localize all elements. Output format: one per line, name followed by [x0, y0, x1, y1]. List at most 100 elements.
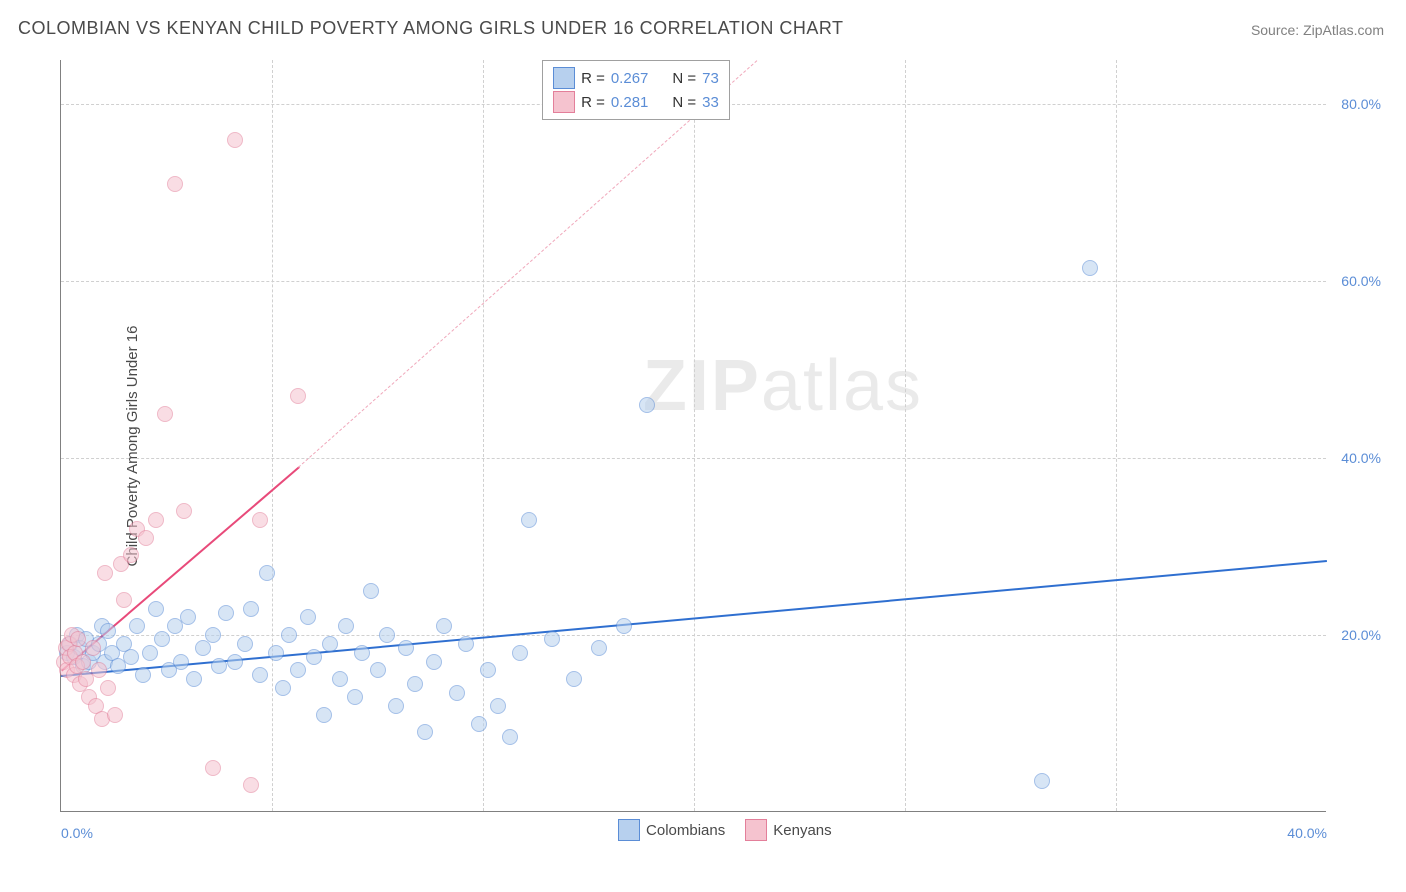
scatter-point: [268, 645, 284, 661]
scatter-point: [591, 640, 607, 656]
scatter-point: [449, 685, 465, 701]
scatter-point: [154, 631, 170, 647]
scatter-point: [426, 654, 442, 670]
scatter-point: [186, 671, 202, 687]
source-link[interactable]: ZipAtlas.com: [1303, 22, 1384, 38]
scatter-point: [167, 176, 183, 192]
scatter-point: [322, 636, 338, 652]
scatter-point: [290, 662, 306, 678]
scatter-point: [148, 512, 164, 528]
gridline-vertical: [272, 60, 273, 811]
scatter-point: [97, 565, 113, 581]
stats-legend-row: R = 0.267 N = 73: [553, 67, 719, 89]
scatter-point: [243, 601, 259, 617]
scatter-point: [138, 530, 154, 546]
scatter-point: [388, 698, 404, 714]
scatter-point: [148, 601, 164, 617]
scatter-point: [259, 565, 275, 581]
y-tick-label: 20.0%: [1331, 627, 1381, 643]
scatter-point: [176, 503, 192, 519]
scatter-point: [417, 724, 433, 740]
scatter-point: [243, 777, 259, 793]
scatter-point: [129, 618, 145, 634]
scatter-point: [281, 627, 297, 643]
scatter-point: [123, 649, 139, 665]
scatter-point: [639, 397, 655, 413]
legend-n-label: N =: [672, 94, 696, 111]
scatter-point: [1082, 260, 1098, 276]
scatter-point: [100, 680, 116, 696]
scatter-point: [227, 654, 243, 670]
stats-legend: R = 0.267 N = 73 R = 0.281 N = 33: [542, 60, 730, 120]
scatter-point: [502, 729, 518, 745]
scatter-point: [123, 547, 139, 563]
scatter-point: [116, 592, 132, 608]
scatter-point: [398, 640, 414, 656]
scatter-point: [252, 512, 268, 528]
scatter-point: [173, 654, 189, 670]
source-attribution: Source: ZipAtlas.com: [1251, 22, 1384, 38]
gridline-vertical: [694, 60, 695, 811]
scatter-point: [490, 698, 506, 714]
gridline-vertical: [1116, 60, 1117, 811]
x-tick-label: 0.0%: [61, 825, 93, 841]
scatter-point: [135, 667, 151, 683]
legend-n-value: 33: [702, 94, 719, 111]
scatter-point: [142, 645, 158, 661]
watermark-bold: ZIP: [643, 346, 761, 426]
scatter-point: [407, 676, 423, 692]
scatter-point: [566, 671, 582, 687]
x-tick-label: 40.0%: [1287, 825, 1327, 841]
legend-swatch: [745, 819, 767, 841]
legend-swatch: [553, 91, 575, 113]
legend-r-label: R =: [581, 70, 605, 87]
series-name: Colombians: [646, 822, 725, 839]
series-legend: Colombians Kenyans: [618, 817, 832, 843]
scatter-point: [227, 132, 243, 148]
series-legend-item: Kenyans: [745, 819, 831, 841]
legend-n-label: N =: [672, 70, 696, 87]
scatter-point: [306, 649, 322, 665]
scatter-point: [275, 680, 291, 696]
series-legend-item: Colombians: [618, 819, 725, 841]
source-prefix: Source:: [1251, 22, 1303, 38]
scatter-point: [195, 640, 211, 656]
legend-n-value: 73: [702, 70, 719, 87]
y-tick-label: 80.0%: [1331, 96, 1381, 112]
scatter-point: [332, 671, 348, 687]
scatter-point: [75, 654, 91, 670]
scatter-point: [85, 640, 101, 656]
scatter-point: [512, 645, 528, 661]
scatter-point: [316, 707, 332, 723]
chart-area: ZIPatlas 20.0% 40.0% 60.0% 80.0% 0.0% 40.0% R …: [50, 50, 1386, 842]
legend-r-value: 0.267: [611, 70, 649, 87]
scatter-point: [370, 662, 386, 678]
scatter-point: [205, 627, 221, 643]
scatter-point: [180, 609, 196, 625]
y-tick-label: 40.0%: [1331, 450, 1381, 466]
scatter-point: [157, 406, 173, 422]
legend-swatch: [618, 819, 640, 841]
scatter-point: [379, 627, 395, 643]
scatter-point: [616, 618, 632, 634]
watermark-rest: atlas: [761, 346, 923, 426]
scatter-point: [338, 618, 354, 634]
scatter-point: [480, 662, 496, 678]
scatter-point: [436, 618, 452, 634]
scatter-point: [100, 623, 116, 639]
scatter-point: [107, 707, 123, 723]
scatter-point: [211, 658, 227, 674]
chart-title: COLOMBIAN VS KENYAN CHILD POVERTY AMONG …: [18, 18, 844, 39]
y-tick-label: 60.0%: [1331, 273, 1381, 289]
legend-r-label: R =: [581, 94, 605, 111]
legend-swatch: [553, 67, 575, 89]
scatter-point: [544, 631, 560, 647]
scatter-point: [1034, 773, 1050, 789]
scatter-point: [363, 583, 379, 599]
stats-legend-row: R = 0.281 N = 33: [553, 91, 719, 113]
scatter-point: [521, 512, 537, 528]
scatter-point: [354, 645, 370, 661]
legend-r-value: 0.281: [611, 94, 649, 111]
gridline-vertical: [905, 60, 906, 811]
series-name: Kenyans: [773, 822, 831, 839]
